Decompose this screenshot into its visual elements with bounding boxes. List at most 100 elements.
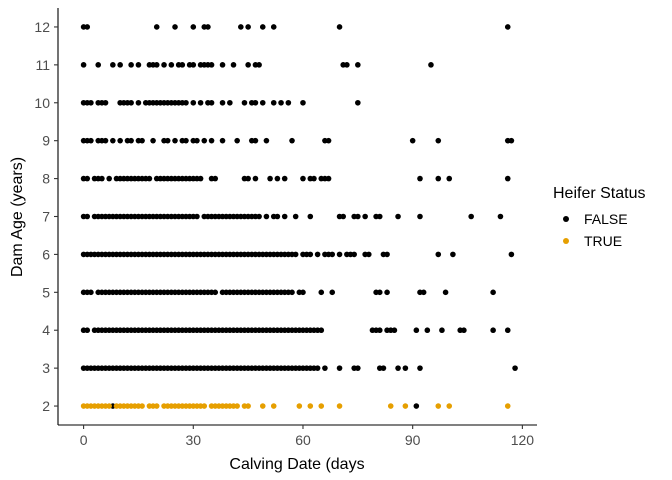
data-point [428,62,434,68]
data-point [504,327,511,334]
data-point [205,24,211,30]
data-point [384,289,390,296]
x-axis-title: Calving Date (days [229,456,364,473]
data-point [88,289,94,296]
data-point [417,175,423,182]
data-point [230,62,237,68]
y-tick-label: 11 [35,57,50,73]
data-point [102,137,109,144]
points-layer [80,24,518,409]
y-tick-label: 9 [42,133,50,149]
data-point [413,327,420,334]
data-point [296,403,303,409]
legend-title: Heifer Status [553,185,645,202]
data-point [245,403,251,409]
data-point [318,403,325,409]
data-point [153,403,160,409]
data-point [435,251,442,258]
data-point [263,213,270,220]
data-point [245,62,251,68]
data-point [234,137,240,144]
data-point [435,137,442,144]
data-point [259,403,266,409]
series-false [80,24,518,409]
data-point [267,175,273,182]
data-point [504,403,511,409]
data-point [259,99,266,106]
data-point [325,137,332,144]
data-point [439,327,445,334]
data-point [376,327,383,334]
x-tick-label: 30 [186,432,202,448]
data-point [110,62,116,68]
data-point [340,213,347,220]
data-point [190,62,197,68]
data-point [128,62,134,68]
data-point [128,99,134,106]
data-point [376,213,383,220]
y-tick-label: 8 [42,171,50,187]
data-point [504,175,511,182]
data-point [117,62,123,68]
data-point [336,365,343,371]
data-point [417,365,423,371]
data-point [362,213,368,220]
data-point [88,99,94,106]
data-point [208,137,215,144]
data-point [336,24,343,30]
data-point [139,403,145,409]
y-axis-title: Dam Age (years) [9,157,26,277]
data-point [446,175,453,182]
data-point [300,175,306,182]
data-point [241,99,248,106]
data-point [245,175,251,182]
data-point [402,403,409,409]
y-tick-label: 7 [42,209,50,225]
data-point [281,175,288,182]
y-tick-label: 2 [42,398,50,414]
data-point [461,327,467,334]
data-point [512,365,518,371]
data-point [256,213,262,220]
data-point [413,403,420,409]
data-point [208,99,215,106]
data-point [219,99,226,106]
data-point [336,403,343,409]
x-tick-label: 60 [295,432,311,448]
data-point [80,62,87,68]
data-point [135,99,142,106]
data-point [201,137,208,144]
data-point [435,403,442,409]
data-point [420,289,427,296]
data-point [424,327,431,334]
series-true [80,403,511,409]
data-point [219,137,226,144]
data-point [252,99,259,106]
data-point [508,251,515,258]
data-point [227,99,233,106]
data-point [281,213,288,220]
x-tick-label: 90 [405,432,421,448]
y-tick-label: 12 [34,19,50,35]
data-point [208,62,215,68]
data-point [274,175,281,182]
data-point [311,175,317,182]
data-point [336,251,343,258]
data-point [256,62,262,68]
data-point [172,137,178,144]
data-point [351,251,357,258]
data-point [380,365,387,371]
data-point [197,175,204,182]
data-point [153,24,160,30]
data-point [84,175,91,182]
data-point [292,213,299,220]
data-point [300,99,306,106]
data-point [442,289,449,296]
data-point [146,175,153,182]
data-point [322,365,328,371]
legend-label-true: TRUE [584,233,622,249]
data-point [490,327,496,334]
legend: Heifer Status FALSE TRUE [553,185,645,249]
data-point [325,175,332,182]
